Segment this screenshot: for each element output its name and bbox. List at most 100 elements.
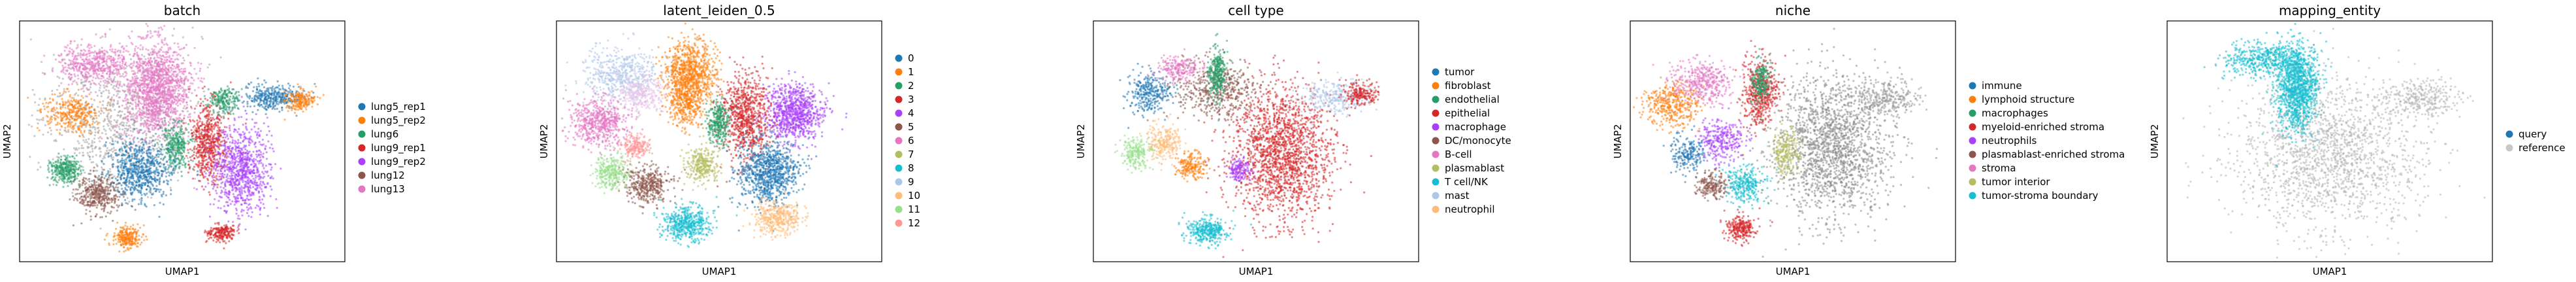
legend-label: lung13 <box>371 183 405 195</box>
point-cloud-4 <box>1146 48 1206 86</box>
legend-marker <box>358 171 366 179</box>
point-cloud-2 <box>1652 54 1748 109</box>
legend-marker <box>1969 82 1976 90</box>
legend-marker <box>1432 96 1440 103</box>
legend-label: mast <box>1445 190 1470 202</box>
point-cloud-4 <box>1749 48 1776 121</box>
legend-marker <box>895 219 903 227</box>
legend-label: lung12 <box>371 169 405 181</box>
umap-panel-4: mapping_entity UMAP1 UMAP2 query reference <box>2149 3 2566 277</box>
point-cloud-8 <box>1173 149 1211 183</box>
legend-marker <box>1969 192 1976 200</box>
legend-label: 12 <box>908 217 920 229</box>
legend-marker <box>895 192 903 200</box>
point-cloud-5 <box>1686 107 1753 169</box>
point-cloud-2 <box>1119 62 1179 130</box>
point-cloud-10 <box>1766 122 1806 181</box>
legend-marker <box>358 130 366 138</box>
legend-label: 5 <box>908 121 914 133</box>
point-cloud-1 <box>560 84 663 156</box>
legend-label: macrophages <box>1982 107 2048 119</box>
legend-label: 2 <box>908 80 914 92</box>
point-cloud-5 <box>195 96 282 238</box>
legend-label: 11 <box>908 203 920 215</box>
legend-marker <box>358 185 366 193</box>
x-axis-label: UMAP1 <box>702 266 737 277</box>
legend-marker <box>895 205 903 213</box>
panel-title: latent_leiden_0.5 <box>663 3 775 18</box>
legend-marker <box>1432 137 1440 145</box>
panel-title: mapping_entity <box>2279 3 2381 18</box>
legend-label: 9 <box>908 176 914 188</box>
legend-label: plasmablast <box>1445 162 1504 174</box>
legend-label: B-cell <box>1445 149 1472 160</box>
point-cloud-6 <box>701 94 738 150</box>
legend-marker <box>895 68 903 76</box>
point-cloud-9 <box>1694 167 1731 202</box>
legend-label: macrophage <box>1445 121 1506 133</box>
legend-label: lung9_rep1 <box>371 142 426 154</box>
legend-marker <box>1432 205 1440 213</box>
legend-marker <box>1432 178 1440 186</box>
point-cloud-13 <box>280 83 325 121</box>
legend-marker <box>895 137 903 145</box>
legend-label: T cell/NK <box>1444 176 1489 188</box>
legend-marker <box>358 158 366 166</box>
point-cloud-6 <box>88 128 199 218</box>
legend-label: query <box>2519 128 2547 140</box>
y-axis-label: UMAP2 <box>1075 124 1087 159</box>
point-cloud-1 <box>1632 76 1707 134</box>
panel-title: batch <box>164 3 201 18</box>
point-cloud-7 <box>717 122 818 232</box>
legend-marker <box>1432 192 1440 200</box>
legend-label: reference <box>2519 142 2566 154</box>
point-cloud-0 <box>1739 27 1938 258</box>
point-cloud-2 <box>655 22 725 121</box>
axes-frame <box>19 20 346 262</box>
legend-marker <box>1969 164 1976 172</box>
point-cloud-11 <box>1840 71 1928 126</box>
y-axis-label: UMAP2 <box>1612 124 1624 159</box>
scatter-points <box>1114 33 1380 258</box>
scatter-points <box>27 22 325 253</box>
point-cloud-10 <box>202 85 243 118</box>
legend-marker <box>1969 123 1976 131</box>
legend-label: neutrophil <box>1445 203 1495 215</box>
legend-marker <box>1969 178 1976 186</box>
point-cloud-7 <box>1714 163 1778 210</box>
point-cloud-8 <box>1719 207 1773 247</box>
axes-frame <box>2166 20 2493 262</box>
umap-panel-3: niche UMAP1 UMAP2 immune lymphoid structure m… <box>1612 3 2125 277</box>
point-cloud-0 <box>1203 56 1372 258</box>
point-cloud-3 <box>659 67 712 136</box>
point-cloud-0 <box>2182 27 2486 259</box>
legend-label: lung6 <box>371 128 398 140</box>
point-cloud-9 <box>613 160 686 215</box>
legend-marker <box>895 123 903 131</box>
legend-label: lung5_rep1 <box>371 101 426 113</box>
axes-frame <box>1630 20 1956 262</box>
legend-label: 4 <box>908 107 914 119</box>
point-cloud-11 <box>1338 74 1380 110</box>
legend-label: DC/monocyte <box>1445 135 1511 147</box>
legend-label: 7 <box>908 149 914 160</box>
legend-marker <box>895 82 903 90</box>
legend-label: neutrophils <box>1982 135 2037 147</box>
x-axis-label: UMAP1 <box>1239 266 1274 277</box>
legend-marker <box>358 103 366 111</box>
legend-marker <box>895 150 903 158</box>
point-cloud-4 <box>747 69 848 160</box>
x-axis-label: UMAP1 <box>1776 266 1811 277</box>
scatter-points <box>2182 23 2486 259</box>
point-cloud-7 <box>69 166 133 227</box>
legend-label: lung5_rep2 <box>371 115 426 127</box>
y-axis-label: UMAP2 <box>538 124 550 159</box>
legend-marker <box>895 96 903 103</box>
legend-marker <box>358 144 366 152</box>
point-cloud-13 <box>679 135 723 191</box>
legend-label: 1 <box>908 66 914 78</box>
point-cloud-11 <box>27 88 113 137</box>
legend-marker <box>895 178 903 186</box>
legend-label: epithelial <box>1445 107 1490 119</box>
